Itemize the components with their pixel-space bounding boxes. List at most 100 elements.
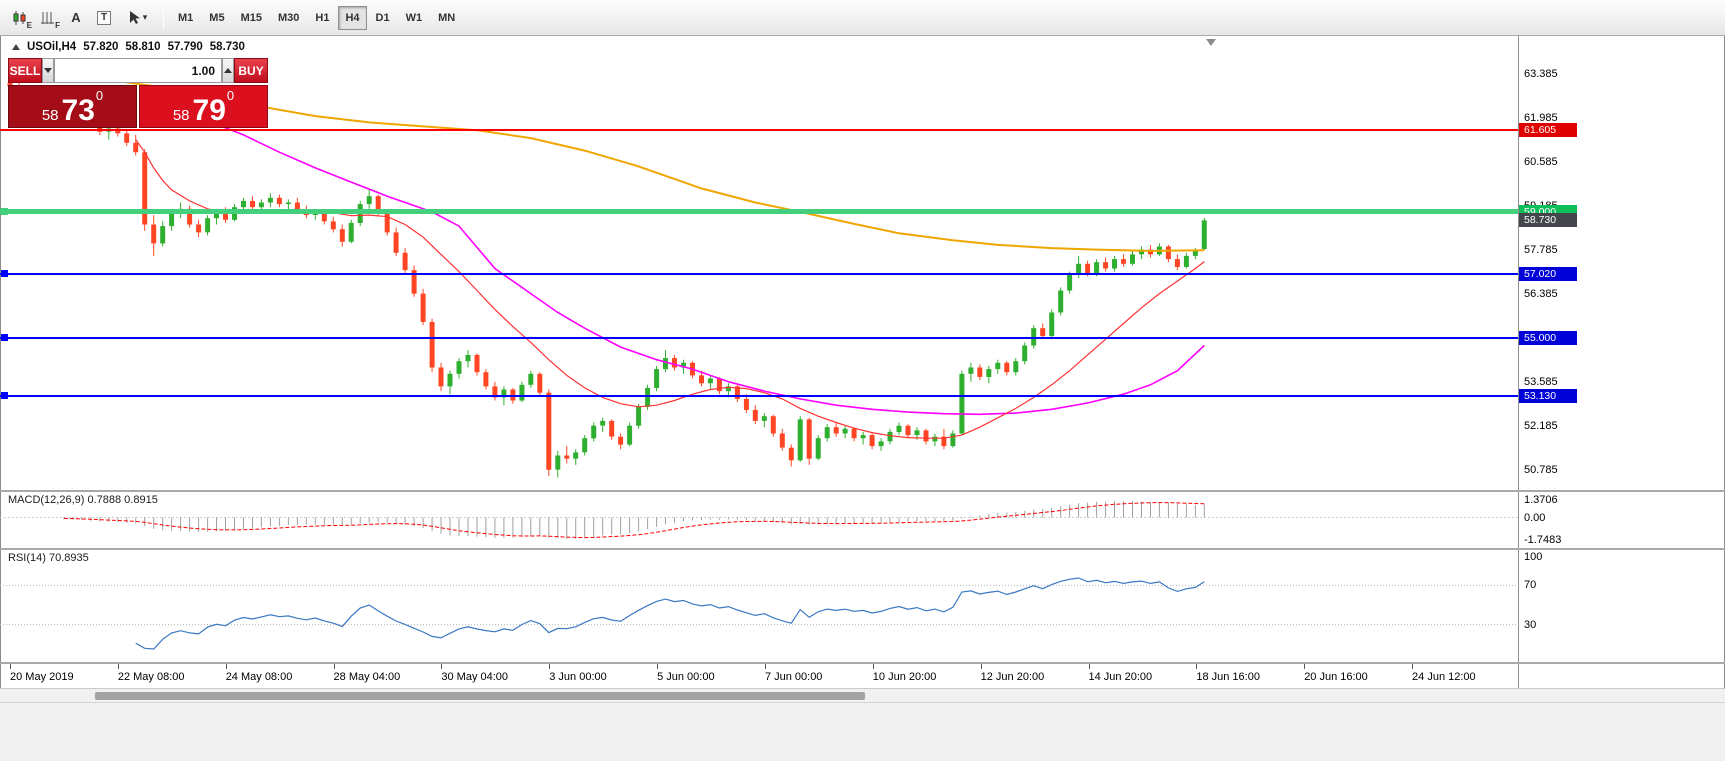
time-tick-label: 20 Jun 16:00 — [1304, 671, 1368, 683]
volume-increase-button[interactable] — [222, 58, 235, 83]
sell-price-big: 73 — [61, 93, 95, 127]
time-tick — [872, 664, 874, 669]
horizontal-level-line[interactable] — [0, 395, 1518, 398]
candle — [950, 430, 956, 448]
horizontal-level-line[interactable] — [0, 336, 1518, 339]
buy-price-small: 58 — [172, 107, 190, 124]
chart-shift-marker-icon[interactable] — [1206, 39, 1216, 46]
time-tick — [1412, 664, 1414, 669]
candle — [824, 424, 830, 442]
ma-orange-line — [99, 77, 1205, 252]
candle — [1049, 309, 1055, 338]
horizontal-level-line[interactable] — [0, 273, 1518, 276]
ma-red-line — [135, 139, 1205, 439]
h-scrollbar-track[interactable] — [0, 688, 1725, 702]
candle — [1183, 252, 1189, 269]
level-handle[interactable] — [1, 207, 8, 215]
cursor-tool-button[interactable]: ▾ — [118, 5, 156, 31]
tf-button-mn[interactable]: MN — [431, 6, 462, 30]
grid-tool-button[interactable]: F — [34, 5, 62, 31]
buy-price-display[interactable]: 58 79 0 — [139, 85, 268, 128]
chevron-down-icon: ▾ — [142, 12, 148, 22]
candle — [483, 369, 489, 390]
chart-ohlc-header: USOil,H4 57.820 58.810 57.790 58.730 — [12, 41, 245, 53]
panel-separator[interactable] — [0, 662, 1725, 664]
text-box-button[interactable]: T — [90, 5, 118, 31]
sell-price-display[interactable]: 58 73 0 — [8, 85, 137, 128]
tf-button-m1[interactable]: M1 — [171, 6, 200, 30]
candle — [1112, 255, 1117, 272]
time-tick-label: 14 Jun 20:00 — [1088, 671, 1153, 683]
macd-signal-line — [63, 502, 1205, 539]
time-tick-label: 28 May 04:00 — [333, 671, 401, 683]
candle — [591, 422, 597, 442]
rsi-indicator-canvas[interactable] — [0, 550, 1518, 662]
panel-separator[interactable] — [0, 490, 1725, 492]
current-price-badge: 58.730 — [1519, 213, 1577, 228]
price-tick-label: 50.785 — [1524, 464, 1558, 477]
tf-button-m5[interactable]: M5 — [202, 6, 231, 30]
rsi-label: RSI(14) 70.8935 — [8, 552, 89, 564]
volume-decrease-button[interactable] — [41, 58, 54, 83]
tf-button-d1[interactable]: D1 — [369, 6, 397, 30]
text-box-icon: T — [96, 10, 112, 25]
candle — [276, 194, 282, 208]
candle — [1139, 246, 1144, 260]
candle — [1165, 244, 1171, 263]
macd-indicator-canvas[interactable] — [0, 492, 1518, 548]
candle — [1004, 361, 1010, 376]
ohlc-low: 57.790 — [167, 41, 203, 53]
tf-button-m30[interactable]: M30 — [271, 6, 306, 30]
time-tick — [1088, 664, 1090, 669]
sell-price-small: 58 — [41, 107, 59, 124]
price-tick-label: 61.985 — [1524, 112, 1558, 125]
h-scrollbar-thumb[interactable] — [95, 692, 865, 700]
tf-button-h1[interactable]: H1 — [308, 6, 336, 30]
candle — [1040, 323, 1046, 340]
macd-label: MACD(12,26,9) 0.7888 0.8915 — [8, 494, 158, 506]
volume-input[interactable] — [54, 58, 222, 83]
candle — [142, 149, 148, 231]
candle — [330, 216, 336, 233]
candle — [1156, 243, 1162, 256]
price-tick-label: 57.785 — [1524, 244, 1558, 257]
horizontal-level-line[interactable] — [0, 209, 1518, 215]
level-handle[interactable] — [1, 270, 8, 278]
sell-button[interactable]: SELL — [8, 58, 42, 83]
level-handle[interactable] — [1, 333, 8, 341]
tf-button-w1[interactable]: W1 — [399, 6, 430, 30]
candle — [519, 381, 525, 403]
expert-chart-button[interactable]: E — [6, 5, 34, 31]
price-level-badge: 55.000 — [1519, 330, 1577, 345]
time-tick — [10, 664, 11, 669]
toolbar: E F A T ▾ M1 M5 M15 M30 H1 H4 D1 W1 MN — [0, 0, 1725, 36]
icon-sub-e: E — [26, 20, 32, 30]
price-level-badge: 61.605 — [1519, 123, 1577, 138]
candle — [366, 189, 372, 209]
candle — [932, 433, 938, 447]
rsi-tick-label: 70 — [1524, 579, 1537, 592]
time-tick — [1196, 664, 1198, 669]
candle — [878, 438, 884, 451]
panel-separator[interactable] — [0, 548, 1725, 550]
text-label-button[interactable]: A — [62, 5, 90, 31]
candle — [411, 265, 417, 297]
buy-button[interactable]: BUY — [234, 58, 268, 83]
window-marker-icon — [12, 44, 20, 50]
rsi-tick-label: 30 — [1524, 618, 1537, 631]
candle — [1201, 217, 1207, 250]
price-tick-label: 56.385 — [1524, 288, 1558, 301]
price-tick-label: 52.185 — [1524, 420, 1558, 433]
tf-button-m15[interactable]: M15 — [234, 6, 269, 30]
bottom-filler — [0, 702, 1725, 761]
time-tick-label: 5 Jun 00:00 — [657, 671, 715, 683]
level-handle[interactable] — [1, 392, 8, 400]
time-tick — [657, 664, 659, 669]
tf-button-h4[interactable]: H4 — [338, 5, 367, 30]
candle — [770, 414, 776, 437]
icon-sub-f: F — [55, 20, 60, 30]
candle — [977, 364, 983, 381]
candle — [860, 431, 866, 445]
price-axis-border — [1518, 36, 1519, 688]
horizontal-level-line[interactable] — [0, 129, 1518, 132]
